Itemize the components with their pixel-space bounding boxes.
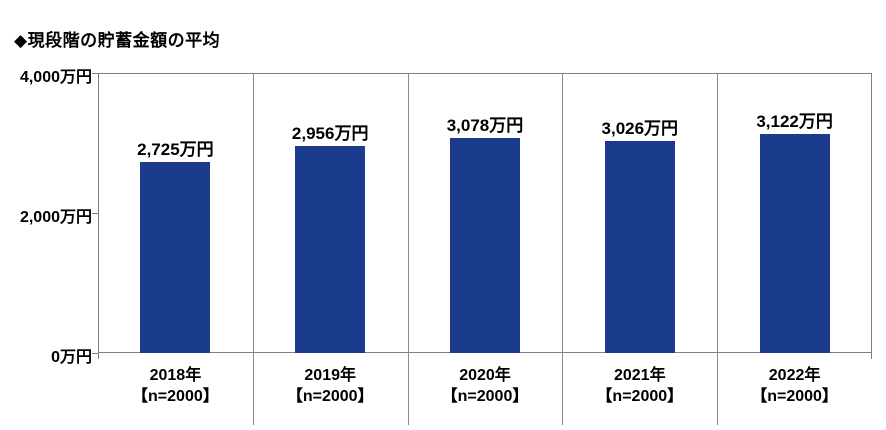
bar [140, 162, 211, 353]
x-tick-label: 2022年【n=2000】 [717, 365, 872, 407]
y-tick-label: 2,000万円 [19, 209, 92, 226]
bar-value-label: 3,026万円 [601, 119, 679, 139]
x-tick-label: 2020年【n=2000】 [408, 365, 563, 407]
x-tick-label: 2018年【n=2000】 [98, 365, 253, 407]
x-tick-sample-size: 【n=2000】 [596, 388, 684, 405]
chart-title: ◆現段階の貯蓄金額の平均 [14, 31, 221, 50]
y-tick-mark [92, 73, 98, 74]
y-tick-label: 4,000万円 [19, 69, 92, 86]
bar-value-label: 3,122万円 [756, 112, 833, 132]
y-tick-mark [92, 213, 98, 214]
x-tick-mark [871, 353, 872, 359]
section-divider [717, 73, 719, 425]
y-tick-label: 0万円 [51, 349, 92, 366]
x-tick-year: 2019年 [304, 367, 356, 384]
x-tick-label: 2019年【n=2000】 [253, 365, 408, 407]
bar [450, 137, 520, 353]
x-tick-year: 2020年 [459, 367, 511, 384]
section-divider [407, 73, 409, 425]
bar-value-label: 3,078万円 [446, 115, 524, 135]
bar-value-label: 2,725万円 [137, 140, 214, 160]
x-tick-year: 2021年 [613, 367, 666, 384]
x-tick-sample-size: 【n=2000】 [132, 388, 219, 405]
x-tick-label: 2021年【n=2000】 [562, 365, 717, 407]
bar [604, 141, 675, 353]
bar-value-label: 2,956万円 [291, 124, 369, 144]
section-divider [252, 73, 254, 425]
bar [295, 146, 366, 353]
x-tick-sample-size: 【n=2000】 [286, 388, 374, 405]
x-tick-mark [98, 353, 99, 359]
x-tick-year: 2018年 [149, 367, 202, 384]
section-divider [562, 73, 564, 425]
y-tick-mark [92, 353, 98, 354]
bar [759, 134, 830, 353]
x-tick-year: 2022年 [768, 367, 821, 384]
x-tick-sample-size: 【n=2000】 [441, 388, 529, 405]
x-tick-sample-size: 【n=2000】 [751, 388, 838, 405]
